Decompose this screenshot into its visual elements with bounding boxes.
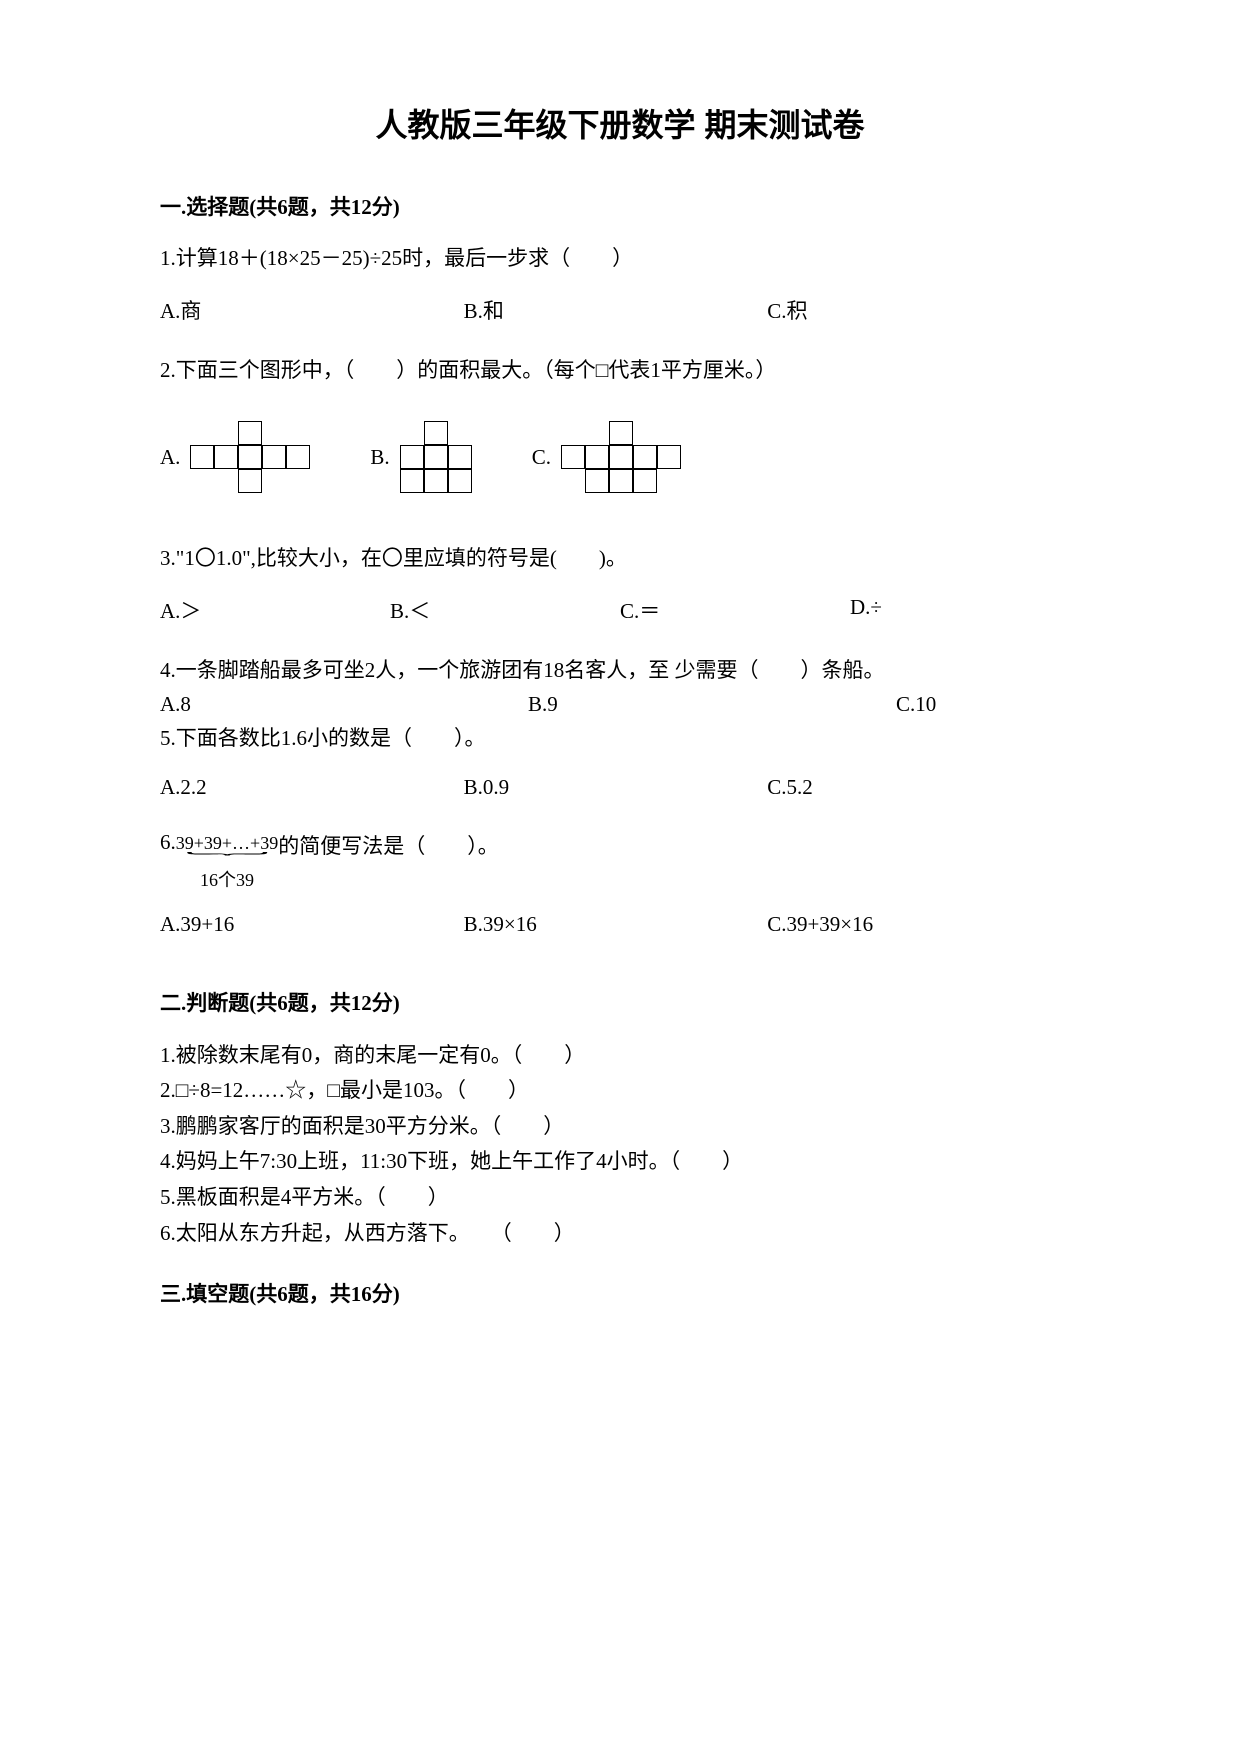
page-title: 人教版三年级下册数学 期末测试卷 xyxy=(160,100,1080,146)
q6-optB: B.39×16 xyxy=(464,912,768,937)
q6-optA: A.39+16 xyxy=(160,912,464,937)
q6-bottom: 16个39 xyxy=(200,870,254,890)
q2-shapeB-group: B. xyxy=(370,421,471,493)
q2-labelA: A. xyxy=(160,445,180,470)
q1-optB: B.和 xyxy=(464,295,768,325)
q1-options: A.商 B.和 C.积 xyxy=(160,295,1080,325)
q6-options: A.39+16 B.39×16 C.39+39×16 xyxy=(160,912,1080,937)
q3-optC: C.＝ xyxy=(620,595,850,625)
q2-shapeC xyxy=(561,421,681,493)
q4-optA: A.8 xyxy=(160,692,528,717)
judge-item: 6.太阳从东方升起，从西方落下。 （ ） xyxy=(160,1217,1080,1251)
judge-item: 2.□÷8=12……☆，□最小是103。（ ） xyxy=(160,1074,1080,1108)
judge-list: 1.被除数末尾有0，商的末尾一定有0。（ ） 2.□÷8=12……☆，□最小是1… xyxy=(160,1039,1080,1251)
section3-header: 三.填空题(共6题，共16分) xyxy=(160,1278,1080,1308)
judge-item: 1.被除数末尾有0，商的末尾一定有0。（ ） xyxy=(160,1039,1080,1073)
q4-options: A.8 B.9 C.10 xyxy=(160,692,1080,717)
section1-header: 一.选择题(共6题，共12分) xyxy=(160,191,1080,221)
judge-item: 4.妈妈上午7:30上班，11:30下班，她上午工作了4小时。（ ） xyxy=(160,1145,1080,1179)
judge-item: 5.黑板面积是4平方米。（ ） xyxy=(160,1181,1080,1215)
q3-text: 3."1〇1.0",比较大小，在〇里应填的符号是( )。 xyxy=(160,543,1080,575)
q5-text: 5.下面各数比1.6小的数是（ ）。 xyxy=(160,723,1080,755)
q6-brace-icon: ︸ xyxy=(0,855,534,866)
q2-shapeA-group: A. xyxy=(160,421,310,493)
q5-optC: C.5.2 xyxy=(767,775,1071,800)
section2-header: 二.判断题(共6题，共12分) xyxy=(160,987,1080,1017)
q1-optC: C.积 xyxy=(767,295,1071,325)
q3-optA: A.＞ xyxy=(160,595,390,625)
q6-fraction: 39+39+…+39 ︸ 16个39 xyxy=(176,830,278,892)
q6-text: 6. 39+39+…+39 ︸ 16个39 的简便写法是（ ）。 xyxy=(160,830,1080,892)
q4-optC: C.10 xyxy=(896,692,1200,717)
q3-optB: B.＜ xyxy=(390,595,620,625)
q6-top: 39+39+…+39 xyxy=(176,833,278,853)
q2-labelB: B. xyxy=(370,445,389,470)
q1-text: 1.计算18＋(18×25－25)÷25时，最后一步求（ ） xyxy=(160,243,1080,275)
q2-shapes: A. B. C. xyxy=(160,421,1080,493)
q5-options: A.2.2 B.0.9 C.5.2 xyxy=(160,775,1080,800)
judge-item: 3.鹏鹏家客厅的面积是30平方分米。（ ） xyxy=(160,1110,1080,1144)
q2-shapeB xyxy=(400,421,472,493)
q6-optC: C.39+39×16 xyxy=(767,912,1071,937)
q6-prefix: 6. xyxy=(160,830,176,855)
q5-optA: A.2.2 xyxy=(160,775,464,800)
q3-options: A.＞ B.＜ C.＝ D.÷ xyxy=(160,595,1080,625)
q1-optA: A.商 xyxy=(160,295,464,325)
q3-optD: D.÷ xyxy=(850,595,1080,625)
q2-shapeC-group: C. xyxy=(532,421,681,493)
q2-text: 2.下面三个图形中，（ ）的面积最大。（每个□代表1平方厘米。） xyxy=(160,355,1080,387)
q4-text: 4.一条脚踏船最多可坐2人，一个旅游团有18名客人，至 少需要（ ）条船。 xyxy=(160,655,1080,687)
q4-optB: B.9 xyxy=(528,692,896,717)
q2-labelC: C. xyxy=(532,445,551,470)
q2-shapeA xyxy=(190,421,310,493)
q5-optB: B.0.9 xyxy=(464,775,768,800)
